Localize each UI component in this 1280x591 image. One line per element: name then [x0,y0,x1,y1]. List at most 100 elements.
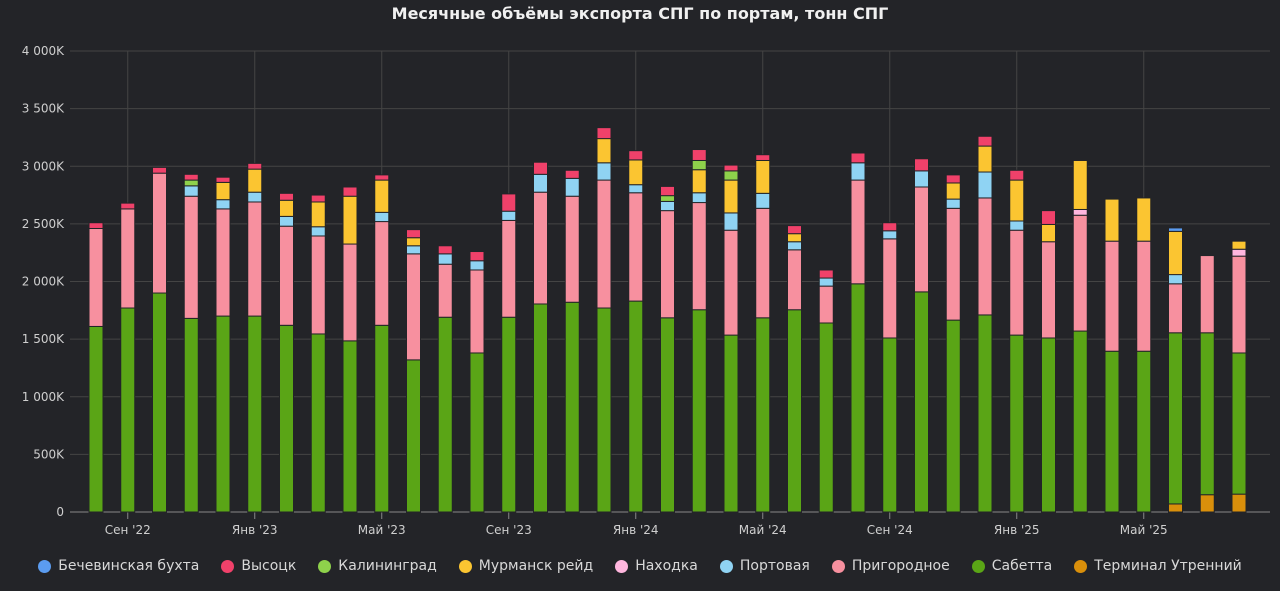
bar-segment[interactable] [691,149,707,161]
bar-segment[interactable] [1009,334,1025,513]
bar-segment[interactable] [183,195,199,319]
legend-item[interactable]: Пригородное [831,558,950,574]
bar-segment[interactable] [88,222,104,229]
legend-item[interactable]: Мурманск рейд [458,558,593,574]
bar-segment[interactable] [374,211,390,223]
bar-segment[interactable] [1199,494,1215,513]
bar-segment[interactable] [945,207,961,321]
bar-segment[interactable] [977,171,993,199]
bar-segment[interactable] [88,325,104,513]
bar-segment[interactable] [723,179,739,214]
bar-segment[interactable] [977,197,993,316]
bar-segment[interactable] [1072,330,1088,513]
bar-segment[interactable] [215,208,231,317]
bar-segment[interactable] [183,185,199,197]
bar-segment[interactable] [564,301,580,513]
bar-segment[interactable] [691,159,707,171]
bar-segment[interactable] [755,154,771,161]
bar-segment[interactable] [1009,169,1025,181]
bar-segment[interactable] [914,186,929,293]
bar-segment[interactable] [882,230,898,240]
bar-segment[interactable] [469,251,485,262]
bar-segment[interactable] [628,192,644,302]
bar-segment[interactable] [818,285,834,324]
bar-segment[interactable] [755,207,771,319]
bar-segment[interactable] [1231,493,1247,513]
bar-segment[interactable] [215,315,231,513]
bar-segment[interactable] [374,174,390,181]
bar-segment[interactable] [787,233,802,243]
bar-segment[interactable] [1009,179,1025,222]
bar-segment[interactable] [247,315,263,513]
bar-segment[interactable] [1168,332,1183,505]
bar-segment[interactable] [1072,208,1088,216]
bar-segment[interactable] [406,253,421,361]
bar-segment[interactable] [215,181,231,201]
bar-segment[interactable] [850,162,866,181]
bar-segment[interactable] [1009,220,1025,231]
bar-segment[interactable] [914,158,929,172]
bar-segment[interactable] [1231,240,1247,250]
bar-segment[interactable] [1168,283,1183,334]
legend-item[interactable]: Высоцк [221,558,296,574]
bar-segment[interactable] [1072,159,1088,210]
bar-segment[interactable] [279,192,294,201]
bar-segment[interactable] [342,340,358,513]
bar-segment[interactable] [660,185,675,197]
bar-segment[interactable] [628,159,644,186]
bar-segment[interactable] [1231,352,1247,495]
bar-segment[interactable] [850,283,866,513]
bar-segment[interactable] [628,184,644,194]
bar-segment[interactable] [1041,210,1056,225]
bar-segment[interactable] [533,303,548,513]
bar-segment[interactable] [977,135,993,147]
bar-segment[interactable] [120,307,136,513]
bar-segment[interactable] [1136,197,1152,242]
bar-segment[interactable] [1168,230,1183,276]
bar-segment[interactable] [1136,240,1152,352]
bar-segment[interactable] [945,174,961,184]
bar-segment[interactable] [1231,248,1247,257]
bar-segment[interactable] [501,219,517,318]
bar-segment[interactable] [152,292,167,513]
bar-segment[interactable] [247,201,263,317]
bar-segment[interactable] [1041,241,1056,339]
bar-segment[interactable] [818,322,834,513]
bar-segment[interactable] [533,161,548,175]
bar-segment[interactable] [310,333,326,513]
bar-segment[interactable] [183,317,199,513]
bar-segment[interactable] [787,225,802,235]
bar-segment[interactable] [755,159,771,194]
bar-segment[interactable] [1104,240,1120,352]
bar-segment[interactable] [310,201,326,228]
bar-segment[interactable] [691,202,707,311]
bar-segment[interactable] [787,241,802,251]
bar-segment[interactable] [628,300,644,513]
bar-segment[interactable] [691,309,707,513]
bar-segment[interactable] [437,253,453,265]
bar-segment[interactable] [342,243,358,342]
bar-segment[interactable] [279,215,294,227]
bar-segment[interactable] [660,317,675,513]
bar-segment[interactable] [152,172,167,294]
bar-segment[interactable] [755,317,771,513]
bar-segment[interactable] [247,168,263,193]
bar-segment[interactable] [437,263,453,318]
bar-segment[interactable] [279,324,294,513]
bar-segment[interactable] [723,164,739,172]
bar-segment[interactable] [1041,223,1056,243]
bar-segment[interactable] [1104,198,1120,242]
bar-segment[interactable] [818,277,834,287]
bar-segment[interactable] [787,249,802,311]
bar-segment[interactable] [850,152,866,164]
bar-segment[interactable] [374,179,390,213]
bar-segment[interactable] [564,177,580,197]
bar-segment[interactable] [914,291,929,513]
bar-segment[interactable] [215,176,231,183]
bar-segment[interactable] [1136,350,1152,513]
bar-segment[interactable] [628,150,644,161]
bar-segment[interactable] [120,202,136,210]
bar-segment[interactable] [882,337,898,513]
bar-segment[interactable] [501,210,517,221]
bar-segment[interactable] [1168,503,1183,513]
